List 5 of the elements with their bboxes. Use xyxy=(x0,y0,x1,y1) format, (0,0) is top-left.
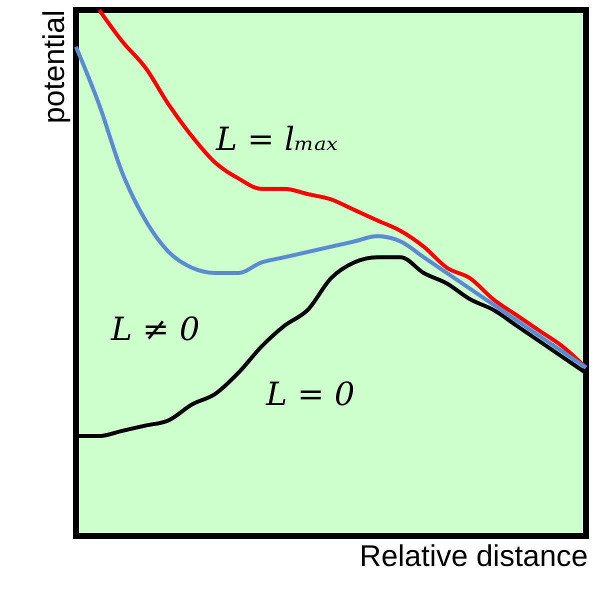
series-label: L = 0 xyxy=(265,375,355,413)
series-label: L = lₘₐₓ xyxy=(215,120,338,158)
y-axis-title: potential xyxy=(38,10,71,124)
series-label: L ≠ 0 xyxy=(110,310,200,348)
x-axis-title: Relative distance xyxy=(360,540,588,573)
